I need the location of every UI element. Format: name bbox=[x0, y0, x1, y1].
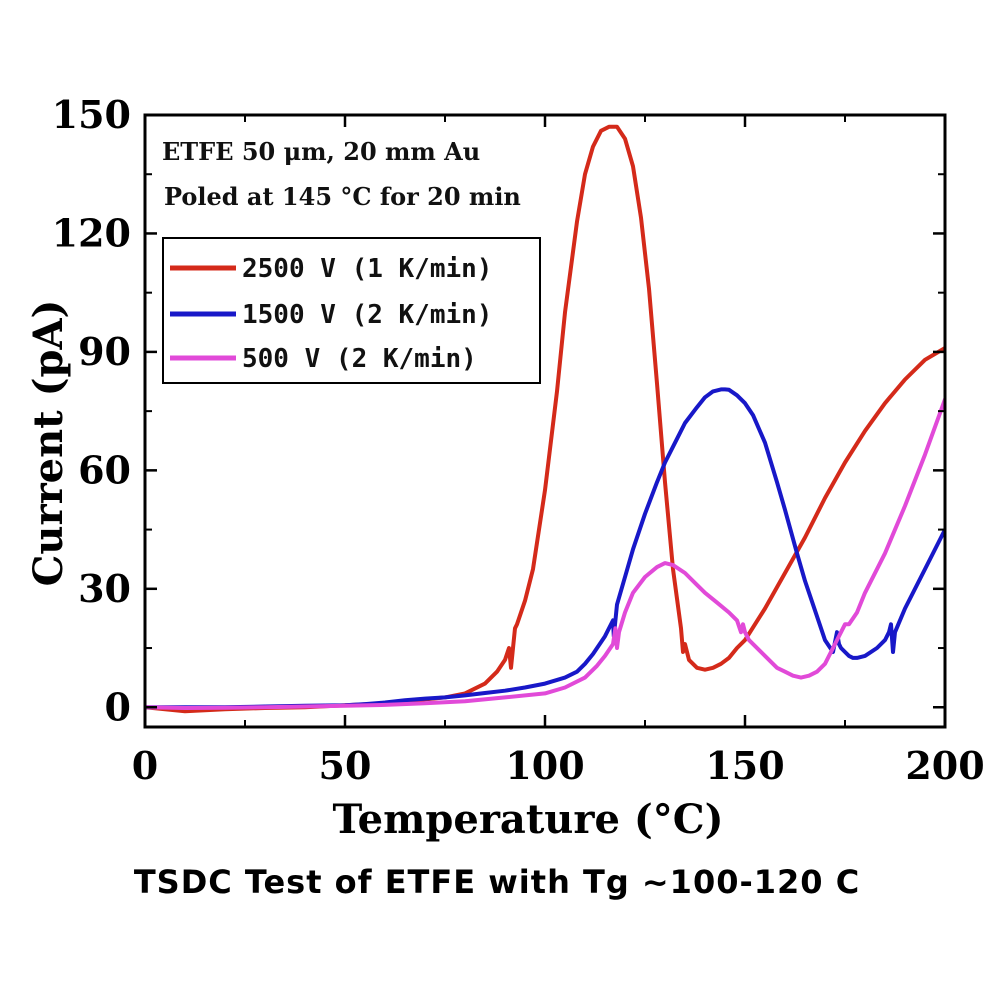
y-tick-label: 150 bbox=[52, 92, 131, 137]
x-tick-label: 200 bbox=[905, 743, 984, 788]
x-tick-label: 100 bbox=[505, 743, 584, 788]
series-line-1500v bbox=[145, 387, 945, 710]
x-tick-label: 0 bbox=[132, 743, 158, 788]
figure-caption: TSDC Test of ETFE with Tg ~100-120 C bbox=[134, 863, 860, 901]
x-axis-title: Temperature (°C) bbox=[332, 796, 723, 843]
y-tick-label: 60 bbox=[78, 447, 131, 492]
y-tick-label: 30 bbox=[78, 566, 131, 611]
y-tick-label: 90 bbox=[78, 329, 131, 374]
y-tick-label: 120 bbox=[52, 210, 131, 255]
x-tick-label: 150 bbox=[705, 743, 784, 788]
y-tick-label: 0 bbox=[105, 684, 131, 729]
y-axis-title: Current (pA) bbox=[25, 300, 72, 587]
legend-label-500v: 500 V (2 K/min) bbox=[242, 344, 477, 374]
ticks-layer: 0 50 100 150 200 0 30 60 90 120 150 bbox=[52, 92, 985, 788]
annotation-poling: Poled at 145 °C for 20 min bbox=[164, 182, 521, 211]
legend: 2500 V (1 K/min) 1500 V (2 K/min) 500 V … bbox=[162, 237, 541, 384]
series-line-500v bbox=[145, 397, 945, 710]
legend-label-1500v: 1500 V (2 K/min) bbox=[242, 300, 492, 330]
series-layer bbox=[145, 124, 945, 714]
annotation-sample: ETFE 50 μm, 20 mm Au bbox=[162, 137, 480, 166]
legend-label-2500v: 2500 V (1 K/min) bbox=[242, 254, 492, 284]
x-tick-label: 50 bbox=[319, 743, 372, 788]
